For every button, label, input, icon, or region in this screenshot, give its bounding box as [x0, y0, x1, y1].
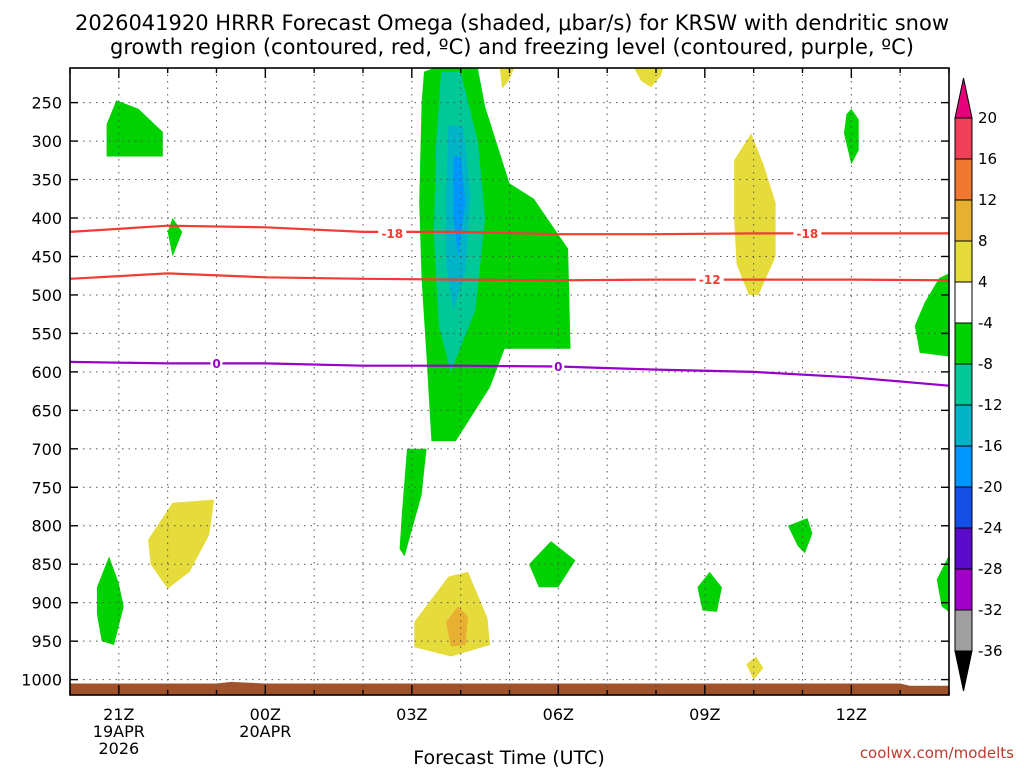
y-tick-label: 450: [31, 247, 62, 266]
y-tick-label: 600: [31, 363, 62, 382]
shaded-region: [634, 68, 664, 88]
y-tick-label: 750: [31, 478, 62, 497]
terrain-fill: [70, 681, 949, 695]
colorbar-segment: [954, 240, 973, 283]
colorbar-label: -16: [978, 437, 1003, 455]
colorbar-label: -12: [978, 396, 1003, 414]
colorbar-label: -4: [978, 314, 993, 332]
contour-label-text: 0: [554, 360, 562, 374]
shaded-region: [936, 555, 949, 612]
x-tick-label: 00Z: [250, 705, 281, 724]
y-tick-label: 550: [31, 324, 62, 343]
y-tick-label: 1000: [21, 671, 62, 690]
y-axis: 250 300 350 400 450 500 550 600 650 700 750 800 850 9…: [21, 94, 949, 690]
colorbar-segment: [954, 281, 973, 324]
x-axis-label: Forecast Time (UTC): [413, 747, 604, 768]
colorbar-segment: [954, 117, 973, 160]
contour-label-text: -18: [381, 227, 403, 241]
credit-text: coolwx.com/modelts: [860, 744, 1014, 762]
y-tick-label: 900: [31, 594, 62, 613]
colorbar-label: 4: [978, 273, 988, 291]
shaded-region: [96, 556, 124, 645]
colorbar-segment: [954, 363, 973, 406]
colorbar-label: 16: [978, 150, 997, 168]
colorbar-segment: [954, 609, 973, 652]
contour-label: -18: [793, 226, 822, 241]
y-tick-label: 850: [31, 555, 62, 574]
contour-label-text: -12: [699, 273, 721, 287]
shaded-region: [844, 108, 859, 165]
colorbar-segment: [954, 527, 973, 570]
x-tick-label: 06Z: [543, 705, 574, 724]
x-tick-sublabel: 2026: [98, 739, 139, 758]
shaded-region: [787, 518, 813, 554]
y-tick-label: 250: [31, 94, 62, 113]
colorbar-label: -36: [978, 642, 1003, 660]
shaded-region: [499, 68, 515, 89]
contour-line: [69, 272, 950, 282]
x-tick-label: 21Z: [103, 705, 134, 724]
colorbar-segment: [954, 158, 973, 201]
contour-label: 0: [552, 359, 565, 374]
shaded-region: [106, 100, 163, 157]
contour-label-text: -18: [797, 227, 819, 241]
omega-shading-layer: [96, 68, 949, 680]
y-tick-label: 350: [31, 171, 62, 190]
colorbar-segment: [954, 445, 973, 488]
x-tick-label: 03Z: [396, 705, 427, 724]
shaded-region: [746, 656, 764, 680]
contour-label: -18: [378, 226, 407, 241]
shaded-region: [167, 218, 183, 257]
x-tick-sublabel: 20APR: [239, 722, 291, 741]
chart-title-line1: 2026041920 HRRR Forecast Omega (shaded, …: [75, 11, 949, 35]
contour-label: -12: [695, 272, 724, 287]
colorbar-label: -24: [978, 519, 1003, 537]
contour-label-bg: [378, 226, 407, 241]
colorbar-label: -8: [978, 355, 993, 373]
colorbar-label: -32: [978, 601, 1003, 619]
x-tick-sublabel: 19APR: [93, 722, 145, 741]
terrain-layer: [70, 681, 949, 695]
shaded-region: [734, 133, 776, 295]
shaded-region: [914, 273, 949, 357]
colorbar-segment: [954, 322, 973, 365]
contour-label-bg: [210, 356, 223, 371]
contour-label-bg: [695, 272, 724, 287]
colorbar-segment: [954, 404, 973, 447]
colorbar-segment: [954, 486, 973, 529]
shaded-region: [697, 571, 722, 612]
colorbar-segment: [954, 568, 973, 611]
y-tick-label: 800: [31, 517, 62, 536]
shaded-region: [399, 448, 427, 557]
shaded-region: [148, 499, 215, 589]
y-tick-label: 300: [31, 132, 62, 151]
contour-label-bg: [793, 226, 822, 241]
contour-labels: -18 -18 -12 0 0: [210, 226, 822, 374]
colorbar-label: 12: [978, 191, 997, 209]
gridlines: [70, 68, 949, 695]
colorbar-under-arrow: [954, 650, 973, 692]
colorbar-over-arrow: [954, 77, 973, 119]
contour-label-bg: [552, 359, 565, 374]
contour-label: 0: [210, 356, 223, 371]
y-tick-label: 650: [31, 401, 62, 420]
colorbar-label: 20: [978, 109, 997, 127]
chart-title-line2: growth region (contoured, red, ºC) and f…: [110, 35, 914, 59]
colorbar-label: 8: [978, 232, 988, 250]
contour-label-text: 0: [212, 357, 220, 371]
shaded-region: [446, 606, 468, 647]
colorbar: 20 16 12 8 4 -4 -8 -12 -16 -20 -24 -28 -32 -36: [954, 77, 1003, 692]
y-tick-label: 950: [31, 632, 62, 651]
colorbar-segment: [954, 199, 973, 242]
colorbar-label: -28: [978, 560, 1003, 578]
y-tick-label: 400: [31, 209, 62, 228]
x-tick-label: 12Z: [836, 705, 867, 724]
x-tick-label: 09Z: [689, 705, 720, 724]
colorbar-label: -20: [978, 478, 1003, 496]
y-tick-label: 700: [31, 440, 62, 459]
y-tick-label: 500: [31, 286, 62, 305]
